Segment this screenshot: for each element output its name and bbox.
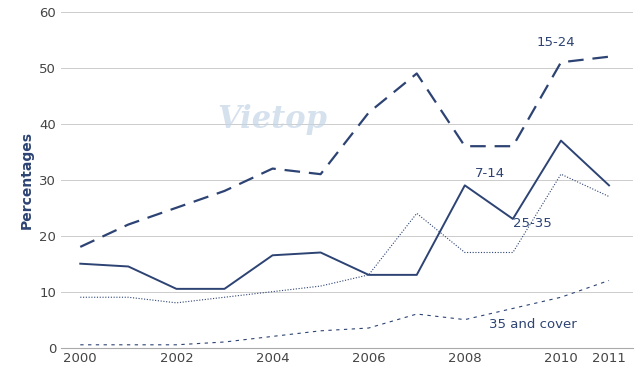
- Text: 25-35: 25-35: [513, 217, 552, 230]
- Y-axis label: Percentages: Percentages: [20, 131, 34, 229]
- Text: 7-14: 7-14: [474, 167, 504, 180]
- Text: 35 and cover: 35 and cover: [489, 318, 577, 331]
- Text: 15-24: 15-24: [537, 35, 575, 49]
- Text: Vietop: Vietop: [218, 104, 328, 135]
